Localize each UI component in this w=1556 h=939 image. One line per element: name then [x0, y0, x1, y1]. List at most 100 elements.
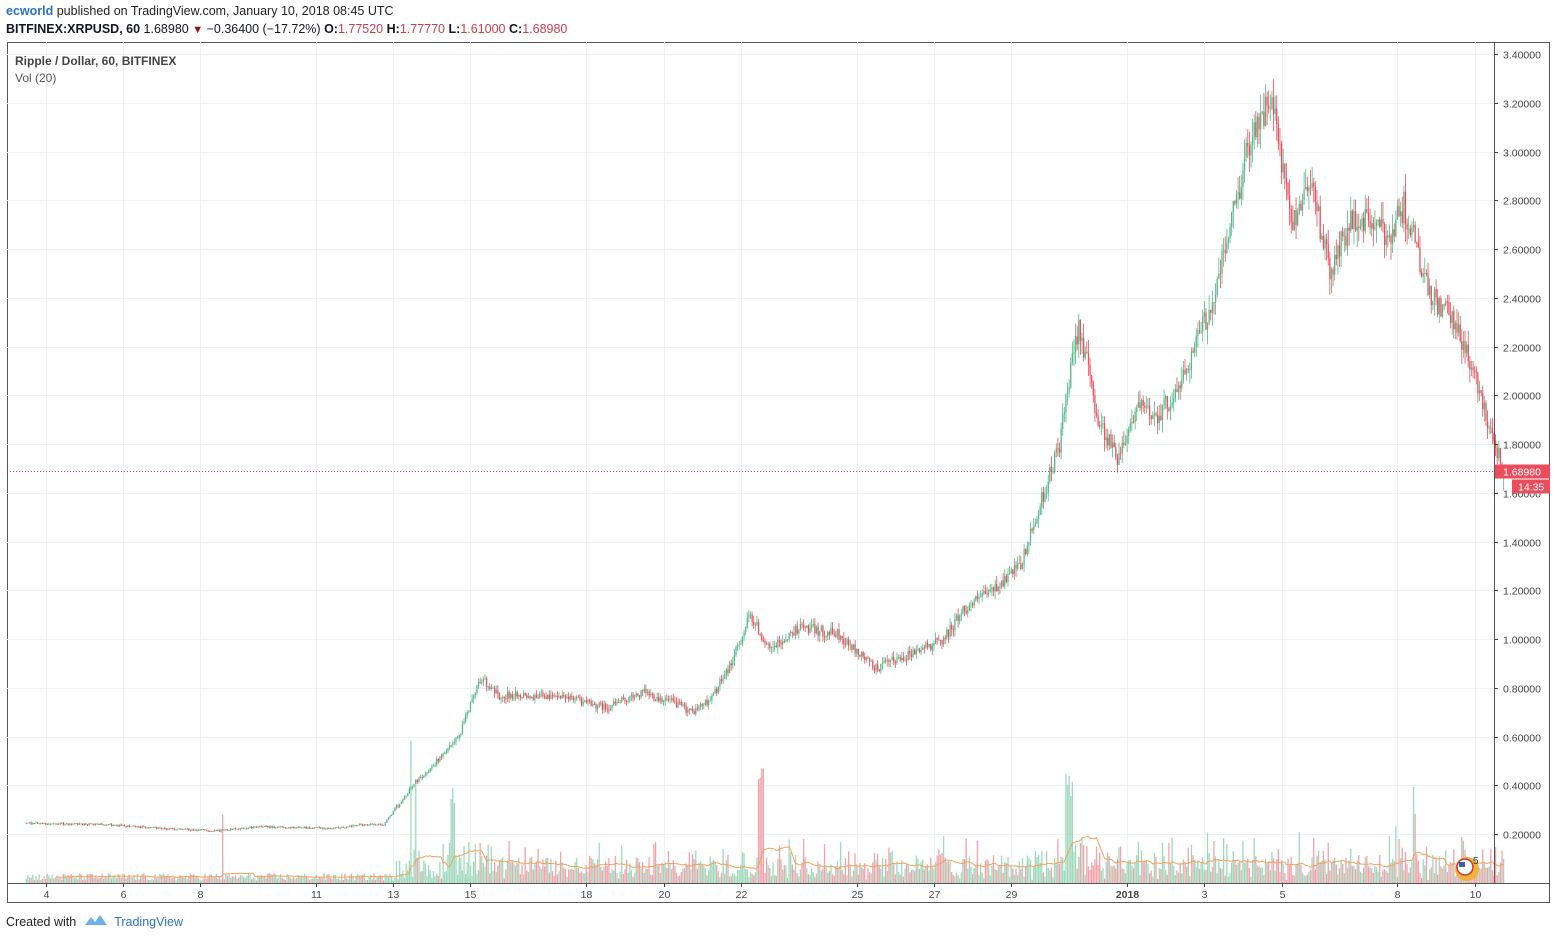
volume-bar	[952, 874, 954, 883]
candle-body	[899, 657, 901, 660]
candle-body	[93, 823, 95, 825]
volume-bar	[814, 876, 816, 883]
time-axis[interactable]: 4 6 8 11 13 15 18 20 22 25 27 29 2018 3 5 8 10	[44, 883, 1482, 901]
tradingview-logo-icon[interactable]	[84, 913, 108, 930]
volume-bar	[162, 873, 164, 883]
candle-body	[698, 706, 700, 710]
candle-body	[730, 663, 732, 666]
candle-body	[1290, 209, 1292, 222]
candle-body	[48, 823, 50, 825]
candle-body	[94, 823, 97, 825]
volume-bar	[1245, 862, 1247, 883]
volume-bar	[313, 878, 316, 883]
candle-body	[701, 703, 703, 706]
volume-bar	[1372, 872, 1374, 883]
tradingview-link[interactable]: TradingView	[114, 914, 183, 929]
volume-bar	[1454, 876, 1457, 883]
candle-body	[1131, 421, 1133, 424]
volume-bar	[878, 866, 880, 883]
volume-bar	[1367, 866, 1370, 883]
candle-body	[114, 825, 116, 826]
candle-body	[587, 699, 589, 703]
volume-bar	[535, 861, 538, 883]
volume-bar	[241, 875, 243, 883]
volume-bar	[1480, 868, 1482, 883]
volume-bar	[62, 873, 64, 883]
candle-body	[341, 826, 343, 828]
volume-bar	[320, 878, 322, 883]
volume-bar	[1338, 868, 1341, 883]
volume-bar	[727, 854, 729, 883]
candle-body	[191, 829, 193, 831]
volume-bar	[222, 814, 224, 883]
candle-body	[571, 695, 573, 698]
volume-bar	[1182, 859, 1185, 883]
volume-bar	[693, 858, 695, 883]
flag-icon[interactable]: 5	[1455, 856, 1479, 881]
price-tick-label: 3.20000	[1503, 99, 1541, 111]
candle-body	[918, 648, 921, 653]
volume-bar	[172, 877, 174, 883]
candle-body	[468, 711, 470, 713]
volume-bar	[294, 879, 296, 883]
volume-bar	[316, 879, 319, 883]
candle-body	[616, 701, 618, 704]
volume-bar	[661, 862, 663, 883]
candle-body	[469, 702, 472, 712]
volume-bar	[94, 876, 97, 883]
volume-bar	[542, 859, 544, 883]
candle-body	[534, 694, 536, 700]
volume-bar	[894, 874, 896, 883]
volume-bar	[99, 878, 101, 883]
volume-bar	[120, 877, 122, 883]
candle-body	[1021, 565, 1024, 570]
candle-body	[471, 698, 473, 703]
volume-bar	[387, 877, 390, 883]
candle-body	[625, 701, 628, 702]
candle-body	[1213, 302, 1215, 303]
volume-bar	[67, 875, 69, 883]
volume-bar	[1235, 864, 1238, 883]
candle-body	[909, 651, 911, 655]
volume-bar	[28, 877, 31, 883]
volume-bar	[257, 875, 259, 883]
candle-body	[355, 825, 357, 826]
volume-bar	[740, 864, 742, 883]
candle-body	[1107, 437, 1109, 446]
volume-bar	[809, 875, 811, 883]
candle-body	[876, 664, 879, 670]
volume-bar	[1132, 867, 1135, 883]
volume-bar	[373, 873, 375, 883]
author-link[interactable]: ecworld	[6, 4, 54, 18]
candle-body	[1148, 405, 1151, 416]
candle-body	[843, 638, 845, 645]
volume-bar	[498, 861, 501, 883]
volume-bar	[856, 864, 858, 883]
candle-body	[73, 823, 76, 825]
volume-bar	[555, 860, 557, 883]
volume-bar	[941, 853, 943, 883]
volume-bar	[1110, 865, 1112, 883]
volume-bar	[1379, 854, 1381, 883]
candle-body	[590, 701, 592, 706]
volume-bar	[147, 879, 150, 883]
volume-bar	[497, 865, 499, 883]
volume-bar	[395, 860, 398, 883]
volume-bar	[1451, 863, 1453, 883]
volume-bar	[1158, 868, 1160, 883]
candle-body	[970, 603, 972, 605]
price-axis[interactable]: 0.200000.400000.600000.800001.000001.200…	[1494, 50, 1541, 842]
volume-bar	[268, 873, 270, 883]
volume-bar	[741, 851, 744, 883]
candle-body	[1424, 273, 1426, 274]
candle-body	[184, 828, 187, 830]
volume-bar	[476, 873, 478, 883]
volume-bar	[942, 836, 945, 883]
candle-body	[506, 691, 509, 700]
price-chart[interactable]: 0.200000.400000.600000.800001.000001.200…	[7, 42, 1550, 903]
volume-bar	[1361, 873, 1363, 883]
volume-bar	[1124, 873, 1127, 883]
volume-bar	[1437, 874, 1439, 883]
volume-bar	[905, 864, 908, 883]
